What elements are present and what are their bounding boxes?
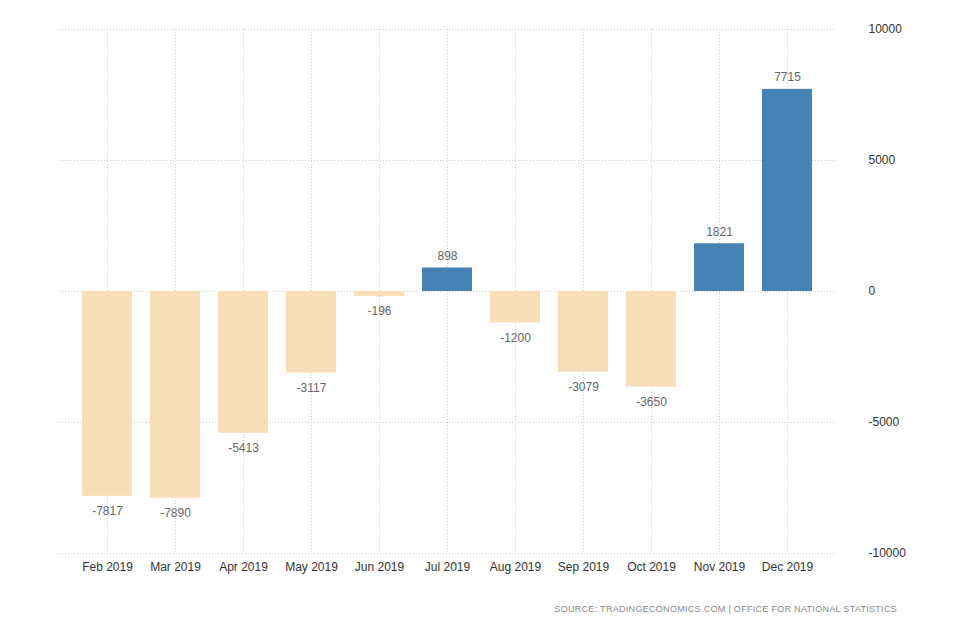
- svg-text:-7890: -7890: [160, 506, 191, 520]
- svg-text:1821: 1821: [706, 225, 733, 239]
- svg-text:7715: 7715: [774, 70, 801, 84]
- svg-text:-7817: -7817: [92, 504, 123, 518]
- svg-text:-3117: -3117: [297, 381, 327, 395]
- svg-text:Mar 2019: Mar 2019: [150, 560, 201, 574]
- svg-text:10000: 10000: [869, 22, 903, 36]
- svg-text:0: 0: [869, 284, 876, 298]
- html-text:SOURCE: TRADINGECONOMICS.COM |: SOURCE: TRADINGECONOMICS.COM | OFFICE FO…: [554, 604, 897, 614]
- svg-text:Dec 2019: Dec 2019: [762, 560, 814, 574]
- svg-text:Jun 2019: Jun 2019: [355, 560, 405, 574]
- svg-text:Apr 2019: Apr 2019: [219, 560, 268, 574]
- svg-text:-1200: -1200: [500, 331, 531, 345]
- svg-text:-3650: -3650: [636, 395, 667, 409]
- svg-text:Aug 2019: Aug 2019: [490, 560, 542, 574]
- svg-text:Jul 2019: Jul 2019: [425, 560, 471, 574]
- svg-text:-5000: -5000: [869, 415, 900, 429]
- svg-text:-5413: -5413: [228, 441, 259, 455]
- svg-text:May 2019: May 2019: [285, 560, 338, 574]
- svg-text:Sep 2019: Sep 2019: [558, 560, 610, 574]
- svg-text:898: 898: [437, 249, 457, 263]
- svg-text:5000: 5000: [869, 153, 896, 167]
- svg-text:Nov 2019: Nov 2019: [694, 560, 746, 574]
- svg-text:Feb 2019: Feb 2019: [82, 560, 133, 574]
- svg-text:-10000: -10000: [869, 546, 907, 560]
- svg-text:Oct 2019: Oct 2019: [627, 560, 676, 574]
- svg-text:-3079: -3079: [568, 380, 599, 394]
- svg-text:-196: -196: [367, 304, 391, 318]
